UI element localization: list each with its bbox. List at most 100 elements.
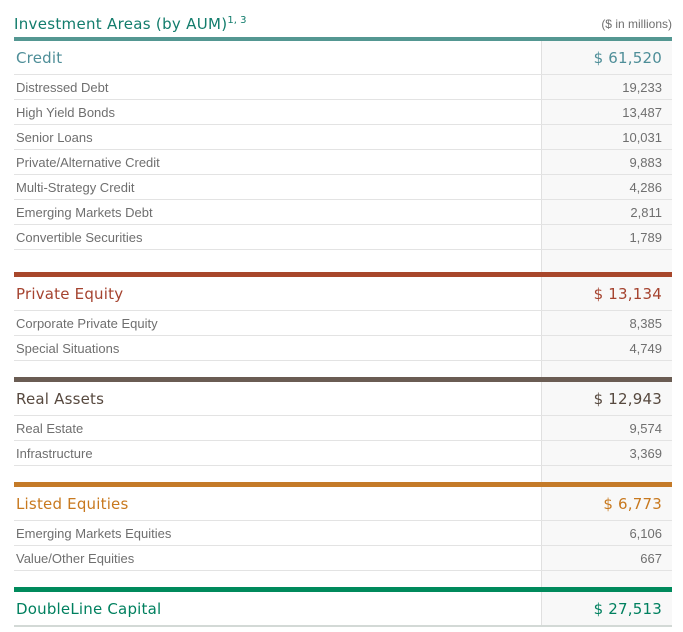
row-value-cell[interactable]: 4,749	[541, 336, 672, 360]
row-value[interactable]: 4,286	[629, 179, 662, 195]
spacer-left[interactable]	[14, 571, 541, 587]
row-value[interactable]: 9,574	[629, 420, 662, 436]
section-rule[interactable]	[14, 377, 672, 382]
row-value[interactable]: 2,811	[630, 204, 662, 220]
table-row[interactable]: Senior Loans 10,031	[14, 125, 672, 150]
section-heading-label[interactable]: DoubleLine Capital	[16, 599, 162, 618]
row-value[interactable]: 6,106	[629, 525, 662, 541]
section-heading-label[interactable]: Real Assets	[16, 389, 105, 408]
section-heading-row[interactable]: Real Assets $ 12,943	[14, 382, 672, 416]
table-row[interactable]: Value/Other Equities 667	[14, 546, 672, 571]
section-total-cell[interactable]: $ 12,943	[541, 382, 672, 415]
section-heading-row[interactable]: DoubleLine Capital $ 27,513	[14, 592, 672, 625]
section-spacer[interactable]	[14, 361, 672, 377]
spacer-left[interactable]	[14, 250, 541, 272]
row-label[interactable]: Convertible Securities	[16, 229, 143, 245]
spacer-value-cell[interactable]	[541, 250, 672, 272]
units-note: ($ in millions)	[601, 17, 672, 31]
section-heading-row[interactable]: Listed Equities $ 6,773	[14, 487, 672, 521]
row-label[interactable]: Special Situations	[16, 340, 120, 356]
row-value-cell[interactable]: 6,106	[541, 521, 672, 545]
row-value[interactable]: 10,031	[622, 129, 662, 145]
section[interactable]: Listed Equities $ 6,773 Emerging Markets E…	[14, 482, 672, 587]
sections-container: Credit $ 61,520 Distressed Debt 19,233 High …	[14, 37, 672, 625]
row-value-cell[interactable]: 19,233	[541, 75, 672, 99]
section[interactable]: Credit $ 61,520 Distressed Debt 19,233 High …	[14, 37, 672, 272]
table-row[interactable]: Special Situations 4,749	[14, 336, 672, 361]
row-value[interactable]: 13,487	[622, 104, 662, 120]
table-row[interactable]: Emerging Markets Equities 6,106	[14, 521, 672, 546]
section-rule[interactable]	[14, 37, 672, 41]
row-value[interactable]: 1,789	[629, 229, 662, 245]
section-heading-label[interactable]: Listed Equities	[16, 494, 129, 513]
row-value[interactable]: 9,883	[629, 154, 662, 170]
row-label[interactable]: Senior Loans	[16, 129, 93, 145]
spacer-left[interactable]	[14, 361, 541, 377]
table-row[interactable]: Infrastructure 3,369	[14, 441, 672, 466]
section-rule[interactable]	[14, 587, 672, 592]
row-label[interactable]: Corporate Private Equity	[16, 315, 158, 331]
table-header: Investment Areas (by AUM)1, 3 ($ in mill…	[14, 8, 672, 33]
section-spacer[interactable]	[14, 571, 672, 587]
spacer-value-cell[interactable]	[541, 466, 672, 482]
section-total-cell[interactable]: $ 27,513	[541, 592, 672, 625]
row-value-cell[interactable]: 3,369	[541, 441, 672, 465]
section-total-value[interactable]: $ 6,773	[603, 494, 662, 513]
section-heading-row[interactable]: Credit $ 61,520	[14, 41, 672, 75]
section-total-value[interactable]: $ 27,513	[593, 599, 662, 618]
row-label[interactable]: Multi-Strategy Credit	[16, 179, 135, 195]
section-spacer[interactable]	[14, 466, 672, 482]
table-row[interactable]: Multi-Strategy Credit 4,286	[14, 175, 672, 200]
row-label[interactable]: High Yield Bonds	[16, 104, 116, 120]
section-total-cell[interactable]: $ 6,773	[541, 487, 672, 520]
section-total-cell[interactable]: $ 61,520	[541, 41, 672, 74]
row-label[interactable]: Value/Other Equities	[16, 550, 135, 566]
table-row[interactable]: Convertible Securities 1,789	[14, 225, 672, 250]
row-value[interactable]: 667	[640, 550, 662, 566]
table-row[interactable]: Real Estate 9,574	[14, 416, 672, 441]
section-total-cell[interactable]: $ 13,134	[541, 277, 672, 310]
table-row[interactable]: Private/Alternative Credit 9,883	[14, 150, 672, 175]
row-value-cell[interactable]: 8,385	[541, 311, 672, 335]
section-heading-row[interactable]: Private Equity $ 13,134	[14, 277, 672, 311]
section-heading-label[interactable]: Credit	[16, 48, 63, 67]
row-value-cell[interactable]: 667	[541, 546, 672, 570]
section-total-value[interactable]: $ 61,520	[593, 48, 662, 67]
section[interactable]: Private Equity $ 13,134 Corporate Private …	[14, 272, 672, 377]
spacer-value-cell[interactable]	[541, 361, 672, 377]
section-heading-label[interactable]: Private Equity	[16, 284, 124, 303]
row-label[interactable]: Emerging Markets Debt	[16, 204, 153, 220]
row-value-cell[interactable]: 4,286	[541, 175, 672, 199]
section-rule[interactable]	[14, 272, 672, 277]
row-label[interactable]: Infrastructure	[16, 445, 93, 461]
section-total-value[interactable]: $ 13,134	[593, 284, 662, 303]
table-row[interactable]: Corporate Private Equity 8,385	[14, 311, 672, 336]
row-label[interactable]: Real Estate	[16, 420, 84, 436]
row-value-cell[interactable]: 1,789	[541, 225, 672, 249]
title-footnote-refs: 1, 3	[227, 15, 247, 26]
spacer-left[interactable]	[14, 466, 541, 482]
table-title-text: Investment Areas (by AUM)	[14, 15, 228, 33]
row-value-cell[interactable]: 2,811	[541, 200, 672, 224]
row-label[interactable]: Emerging Markets Equities	[16, 525, 172, 541]
row-value-cell[interactable]: 9,883	[541, 150, 672, 174]
section-total-value[interactable]: $ 12,943	[593, 389, 662, 408]
bottom-rule	[14, 625, 672, 627]
row-value[interactable]: 19,233	[622, 79, 662, 95]
row-value-cell[interactable]: 13,487	[541, 100, 672, 124]
row-label[interactable]: Private/Alternative Credit	[16, 154, 160, 170]
table-row[interactable]: High Yield Bonds 13,487	[14, 100, 672, 125]
section-spacer[interactable]	[14, 250, 672, 272]
section[interactable]: Real Assets $ 12,943 Real Estate 9,574 Infra…	[14, 377, 672, 482]
spacer-value-cell[interactable]	[541, 571, 672, 587]
row-value[interactable]: 8,385	[629, 315, 662, 331]
row-value-cell[interactable]: 10,031	[541, 125, 672, 149]
row-value[interactable]: 3,369	[629, 445, 662, 461]
row-value-cell[interactable]: 9,574	[541, 416, 672, 440]
row-label[interactable]: Distressed Debt	[16, 79, 109, 95]
table-row[interactable]: Emerging Markets Debt 2,811	[14, 200, 672, 225]
row-value[interactable]: 4,749	[629, 340, 662, 356]
table-row[interactable]: Distressed Debt 19,233	[14, 75, 672, 100]
section-rule[interactable]	[14, 482, 672, 487]
section[interactable]: DoubleLine Capital $ 27,513	[14, 587, 672, 625]
